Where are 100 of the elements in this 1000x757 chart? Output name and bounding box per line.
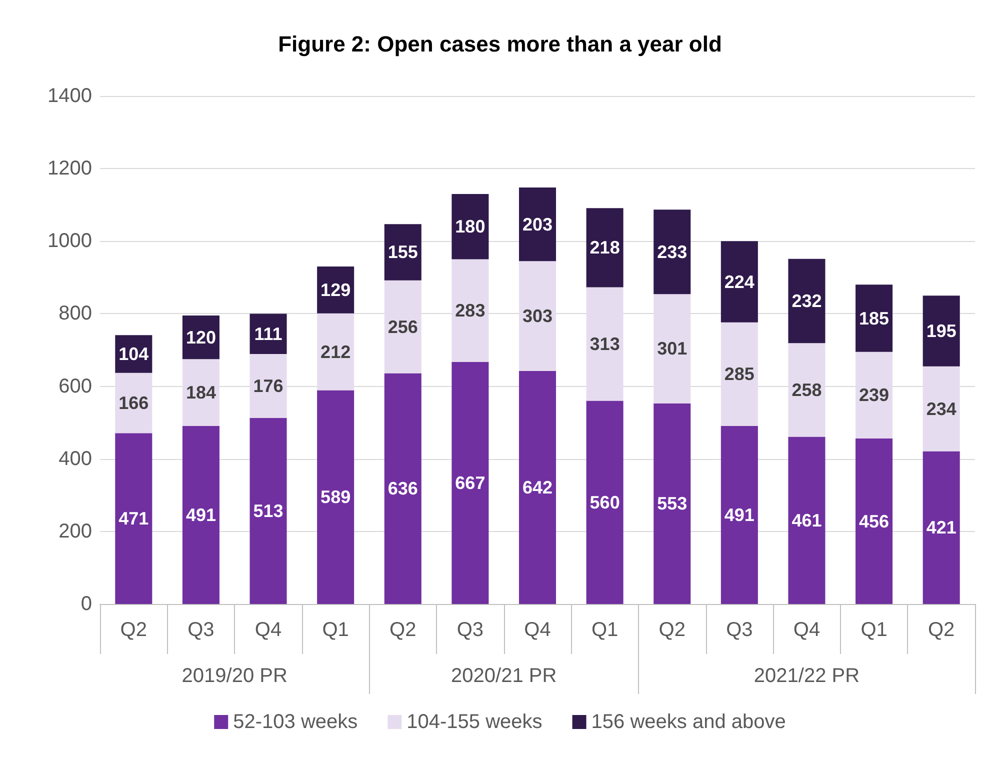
bar	[654, 403, 691, 604]
bar	[182, 359, 220, 426]
data-label: 642	[522, 478, 553, 498]
legend-label: 52-103 weeks	[233, 711, 358, 733]
x-tick-label: Q2	[928, 619, 955, 641]
data-label: 313	[590, 334, 620, 354]
bar	[586, 287, 624, 401]
x-tick-label: Q4	[524, 619, 551, 641]
data-label: 636	[388, 478, 418, 499]
bar	[518, 261, 556, 372]
data-label: 176	[253, 376, 284, 396]
data-label: 184	[186, 382, 216, 402]
data-label: 239	[859, 385, 890, 406]
bar	[856, 284, 893, 352]
data-label: 491	[186, 504, 216, 525]
text: 2019/20 PR	[182, 665, 288, 687]
x-tick-label: Q1	[591, 619, 618, 641]
data-label: 553	[657, 494, 688, 514]
bar	[856, 438, 893, 604]
data-label: 212	[320, 342, 351, 362]
bar	[384, 280, 422, 374]
data-label: 491	[724, 504, 754, 525]
bar	[720, 241, 758, 322]
bar	[452, 259, 489, 362]
legend-label: 156 weeks and above	[591, 711, 786, 733]
chart-title: Figure 2: Open cases more than a year old	[278, 32, 722, 56]
data-label: 301	[657, 338, 688, 359]
data-label: 185	[859, 308, 890, 328]
y-tick-label: 1000	[48, 230, 92, 252]
data-label: 224	[724, 272, 754, 292]
data-label: 129	[320, 280, 351, 300]
bar	[115, 372, 152, 434]
bar	[922, 296, 960, 366]
bar	[788, 343, 826, 437]
bar	[452, 362, 489, 604]
bar	[250, 418, 287, 604]
x-tick-label: Q2	[120, 619, 147, 641]
y-tick-label: 800	[58, 302, 92, 325]
data-label: 120	[186, 327, 216, 348]
data-label: 560	[590, 492, 620, 512]
data-label: 421	[926, 518, 956, 538]
data-label: 667	[455, 472, 486, 493]
text: 2021/22 PR	[754, 665, 860, 687]
data-label: 513	[253, 500, 284, 521]
data-label: 461	[792, 510, 822, 530]
x-tick-label: Q3	[188, 619, 214, 641]
bar	[856, 352, 893, 439]
bar	[586, 400, 624, 604]
data-label: 232	[792, 291, 822, 312]
y-tick-label: 200	[58, 520, 92, 542]
y-tick-label: 1200	[48, 158, 92, 180]
legend-label: 104-155 weeks	[406, 711, 542, 733]
data-label: 203	[522, 214, 553, 234]
x-tick-label: Q3	[456, 619, 484, 641]
x-tick-label: Q4	[254, 619, 282, 641]
data-label: 283	[455, 300, 486, 321]
data-label: 180	[455, 216, 486, 237]
bar	[518, 371, 556, 604]
bar	[518, 187, 556, 262]
x-tick-label: Q4	[793, 619, 820, 641]
x-tick-label: Q1	[322, 619, 349, 641]
y-tick-label: 0	[80, 593, 92, 615]
y-tick-label: 600	[58, 375, 92, 398]
bar	[250, 354, 287, 418]
data-label: 258	[792, 380, 822, 400]
bar	[384, 373, 422, 604]
x-tick-label: Q2	[658, 619, 686, 641]
bar	[922, 366, 960, 452]
bar	[586, 208, 624, 288]
data-label: 195	[926, 320, 956, 341]
x-tick-label: Q3	[726, 619, 753, 641]
bar	[720, 426, 758, 604]
data-label: 111	[254, 324, 282, 344]
x-tick-label: Q2	[390, 619, 416, 641]
data-label: 256	[388, 316, 418, 337]
bar	[654, 294, 691, 404]
data-label: 234	[926, 398, 956, 419]
y-tick-label: 400	[58, 448, 92, 470]
data-label: 285	[724, 364, 754, 384]
bar	[317, 390, 354, 604]
data-label: 104	[118, 344, 149, 364]
data-label: 589	[320, 487, 351, 508]
text: 2020/21 PR	[451, 665, 557, 687]
y-tick-label: 1400	[48, 85, 92, 107]
bar	[182, 426, 220, 604]
data-label: 471	[118, 508, 149, 529]
data-label: 155	[388, 242, 418, 262]
bar	[115, 433, 152, 604]
bar	[317, 313, 354, 390]
data-label: 303	[522, 306, 553, 326]
data-label: 456	[859, 511, 890, 532]
bar	[922, 451, 960, 604]
data-label: 166	[118, 392, 149, 413]
bar	[654, 210, 691, 294]
bar	[788, 436, 826, 604]
bar	[384, 224, 422, 280]
bar	[452, 194, 489, 260]
bar	[788, 258, 826, 344]
x-tick-label: Q1	[860, 619, 888, 641]
data-label: 218	[590, 238, 620, 258]
